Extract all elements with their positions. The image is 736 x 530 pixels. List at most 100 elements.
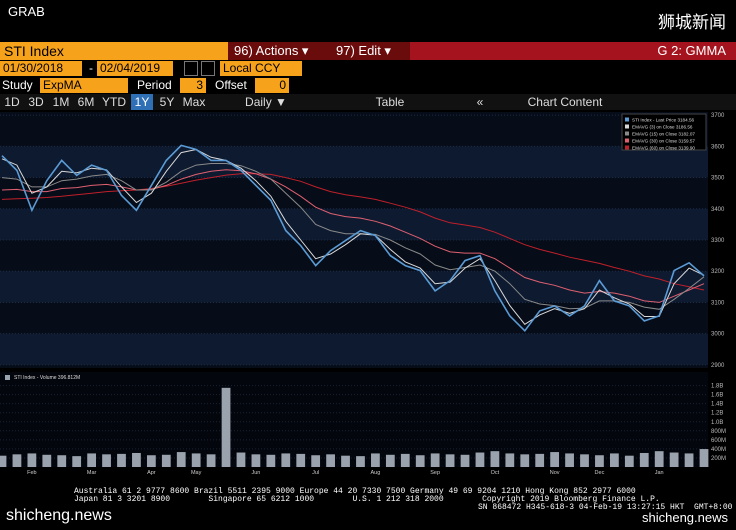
x-tick-label: Sep: [430, 470, 440, 475]
bar: [505, 453, 515, 467]
y-tick-label: 2900: [711, 363, 725, 369]
bar: [221, 387, 231, 467]
next-button[interactable]: [201, 61, 215, 76]
end-date[interactable]: 02/04/2019: [97, 61, 173, 76]
y-tick-label: 1.6B: [711, 393, 723, 399]
bar: [206, 454, 216, 467]
legend-swatch: [625, 124, 629, 129]
offset-field[interactable]: 0: [255, 78, 289, 93]
x-tick-label: Feb: [27, 470, 36, 475]
footer-line: SN 868472 H345-618-3 04-Feb-19 13:27:15 …: [478, 503, 733, 512]
bar: [161, 454, 171, 467]
page-label: G 2: GMMA: [410, 42, 736, 60]
range-button[interactable]: 5Y: [159, 95, 175, 109]
x-tick-label: Jun: [251, 470, 260, 475]
source-label: GRAB: [8, 4, 45, 19]
bar: [356, 456, 365, 467]
table-button[interactable]: Table: [375, 95, 405, 109]
range-button[interactable]: 1D: [4, 95, 20, 109]
x-tick-label: Apr: [147, 470, 156, 475]
bar: [176, 452, 186, 467]
y-tick-label: 1.8B: [711, 384, 723, 390]
bar: [311, 455, 321, 467]
legend-box: [621, 113, 707, 151]
bar: [550, 452, 560, 467]
legend-label: EMAVG (15) on Close 3182.07: [632, 132, 695, 137]
range-button[interactable]: YTD: [102, 95, 126, 109]
bar: [669, 452, 679, 467]
study-label: Study: [2, 78, 33, 92]
bar: [87, 453, 97, 467]
legend-label: EMAVG (30) on Close 3159.57: [632, 139, 695, 144]
bar: [341, 455, 350, 467]
x-tick-label: Nov: [550, 470, 560, 475]
bar: [520, 454, 530, 467]
y-tick-label: 1.4B: [711, 402, 723, 408]
x-tick-label: Oct: [491, 470, 500, 475]
range-button[interactable]: 3D: [28, 95, 44, 109]
bar: [296, 453, 306, 467]
x-tick-label: Mar: [87, 470, 97, 475]
range-button[interactable]: 6M: [77, 95, 95, 109]
y-tick-label: 3300: [711, 238, 725, 244]
bar: [27, 453, 37, 467]
chart-content-button[interactable]: Chart Content: [527, 95, 603, 109]
range-bar: 1D 3D 1M 6M YTD 1Y 5Y Max: [0, 94, 736, 110]
bar: [326, 454, 335, 467]
currency-field[interactable]: Local CCY: [220, 61, 302, 76]
bar: [146, 455, 156, 467]
frequency-menu[interactable]: Daily ▼: [245, 95, 287, 109]
bar: [624, 455, 634, 467]
series-line: [1, 169, 705, 303]
y-tick-label: 600M: [711, 438, 726, 444]
y-tick-label: 200M: [711, 456, 726, 462]
bar: [609, 453, 619, 467]
bar: [371, 453, 380, 467]
y-tick-label: 3100: [711, 300, 725, 306]
bar: [117, 453, 126, 467]
range-button[interactable]: 1Y: [131, 94, 153, 110]
edit-menu[interactable]: 97) Edit ▾: [320, 42, 410, 60]
back-button[interactable]: «: [476, 95, 484, 109]
brand-label: 狮城新闻: [658, 13, 726, 32]
plot-background: [0, 372, 708, 467]
legend-swatch: [625, 138, 629, 143]
grid-band: [0, 146, 708, 178]
y-tick-label: 3200: [711, 269, 725, 275]
bar: [445, 454, 455, 467]
bar: [684, 453, 694, 467]
x-tick-label: Aug: [371, 470, 381, 475]
prev-button[interactable]: [184, 61, 198, 76]
x-tick-label: Jul: [312, 470, 319, 475]
bar: [430, 453, 440, 467]
y-tick-label: 3700: [711, 113, 725, 119]
bar: [460, 454, 470, 467]
bar: [0, 455, 7, 467]
x-tick-label: May: [191, 470, 202, 475]
range-button[interactable]: Max: [182, 95, 206, 109]
period-field[interactable]: 3: [180, 78, 206, 93]
bar: [102, 454, 111, 467]
actions-menu[interactable]: 96) Actions ▾: [228, 42, 320, 60]
bar: [475, 452, 485, 467]
footer-line: Japan 81 3 3201 8900 Singapore 65 6212 1…: [74, 495, 660, 504]
start-date[interactable]: 01/30/2018: [0, 61, 82, 76]
legend-label: STI Index - Volume 396.812M: [14, 375, 80, 381]
y-tick-label: 3500: [711, 176, 725, 182]
bar: [12, 454, 22, 467]
date-separator: -: [89, 61, 93, 75]
security-field[interactable]: STI Index: [0, 42, 228, 60]
legend-swatch: [625, 131, 629, 136]
watermark: shicheng.news: [6, 507, 112, 524]
range-button[interactable]: 1M: [52, 95, 70, 109]
study-field[interactable]: ExpMA: [40, 78, 128, 93]
y-tick-label: 1.2B: [711, 411, 723, 417]
bar: [385, 454, 395, 467]
bar: [251, 454, 261, 467]
period-label: Period: [137, 78, 172, 92]
bar: [490, 451, 500, 467]
bar: [191, 453, 201, 467]
y-tick-label: 400M: [711, 447, 726, 453]
bar: [580, 454, 589, 467]
bar: [565, 453, 574, 467]
